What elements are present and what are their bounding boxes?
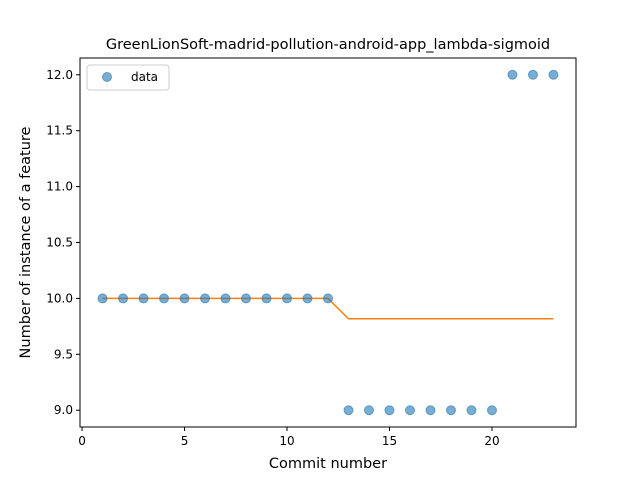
- data-point: [404, 405, 415, 416]
- data-point: [159, 293, 170, 304]
- scatter-points: [97, 69, 559, 416]
- legend: data: [86, 64, 170, 91]
- data-point: [118, 293, 129, 304]
- data-point: [302, 293, 313, 304]
- data-point: [138, 293, 149, 304]
- data-point: [425, 405, 436, 416]
- legend-label-data: data: [131, 70, 158, 84]
- x-tick-label: 0: [78, 434, 86, 448]
- y-tick-label: 10.0: [46, 291, 73, 305]
- x-tick-label: 10: [279, 434, 294, 448]
- x-tick-label: 5: [181, 434, 189, 448]
- data-point: [466, 405, 477, 416]
- legend-box: [86, 64, 170, 91]
- data-point: [241, 293, 252, 304]
- data-point: [507, 69, 518, 80]
- y-tick-label: 12.0: [46, 68, 73, 82]
- y-tick-label: 11.0: [46, 180, 73, 194]
- x-tick-label: 15: [382, 434, 397, 448]
- y-tick-label: 9.5: [54, 347, 73, 361]
- y-tick-label: 11.5: [46, 124, 73, 138]
- data-point: [548, 69, 559, 80]
- data-point: [445, 405, 456, 416]
- data-point: [220, 293, 231, 304]
- data-point: [200, 293, 211, 304]
- y-axis-label: Number of instance of a feature: [18, 126, 34, 358]
- data-point: [363, 405, 374, 416]
- plot-area: [79, 57, 577, 428]
- legend-marker-data: [102, 72, 112, 82]
- y-tick-label: 9.0: [54, 403, 73, 417]
- x-tick-label: 20: [484, 434, 499, 448]
- data-point: [282, 293, 293, 304]
- y-tick-label: 10.5: [46, 236, 73, 250]
- data-point: [384, 405, 395, 416]
- data-point: [527, 69, 538, 80]
- data-point: [323, 293, 333, 304]
- y-axis-ticks: 9.0 9.5 10.0 10.5 11.0 11.5 12.0: [46, 68, 80, 417]
- data-point: [179, 293, 190, 304]
- data-point: [261, 293, 272, 304]
- data-point: [343, 405, 354, 416]
- chart-title: GreenLionSoft-madrid-pollution-android-a…: [106, 37, 550, 53]
- data-point: [97, 293, 108, 304]
- data-point: [486, 405, 497, 416]
- x-axis-ticks: 0 5 10 15 20: [78, 427, 500, 448]
- x-axis-label: Commit number: [269, 456, 387, 472]
